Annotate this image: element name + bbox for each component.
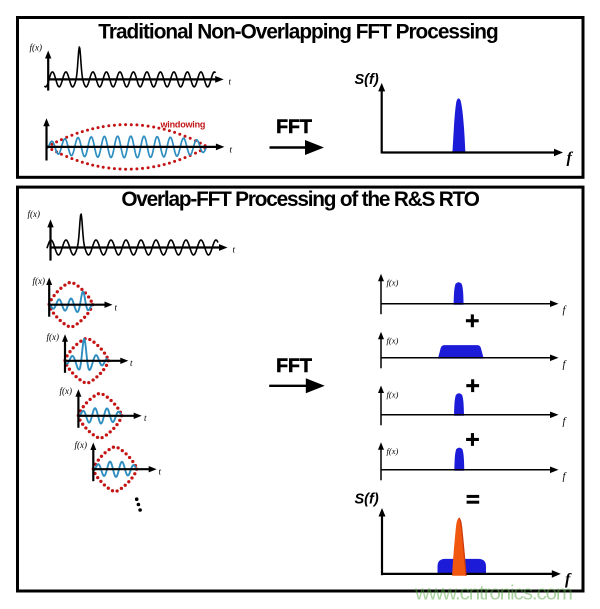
svg-text:f(x): f(x)	[387, 278, 399, 288]
svg-text:t: t	[229, 77, 232, 87]
svg-text:t: t	[144, 413, 147, 423]
svg-text:windowing: windowing	[160, 120, 206, 130]
svg-text:f: f	[565, 571, 572, 588]
svg-text:f(x): f(x)	[75, 440, 88, 450]
svg-text:S(f): S(f)	[355, 492, 379, 508]
svg-text:t: t	[233, 245, 236, 255]
svg-text:f: f	[563, 359, 568, 370]
svg-text:f(x): f(x)	[60, 386, 73, 396]
svg-text:S(f): S(f)	[355, 72, 379, 88]
svg-text:t: t	[130, 358, 133, 368]
svg-text:f(x): f(x)	[387, 389, 399, 399]
svg-text:FFT: FFT	[276, 355, 312, 377]
svg-text:FFT: FFT	[276, 116, 312, 138]
svg-text:Overlap-FFT Processing of the: Overlap-FFT Processing of the R&S RTO	[121, 188, 479, 211]
svg-text:f: f	[563, 416, 568, 427]
svg-text:t: t	[115, 303, 118, 313]
svg-text:f: f	[567, 150, 574, 167]
svg-text:f(x): f(x)	[387, 336, 399, 346]
svg-text:t: t	[159, 467, 162, 477]
svg-text:f(x): f(x)	[30, 43, 43, 53]
svg-text:f: f	[563, 471, 568, 482]
svg-text:f(x): f(x)	[47, 332, 60, 342]
svg-text:t: t	[230, 145, 233, 155]
svg-text:f(x): f(x)	[387, 446, 399, 456]
svg-text:f(x): f(x)	[28, 209, 41, 219]
svg-text:f(x): f(x)	[33, 276, 46, 286]
svg-text:www.cntronics.com: www.cntronics.com	[414, 582, 573, 605]
svg-text:f: f	[563, 305, 568, 316]
svg-text:Traditional Non-Overlapping FF: Traditional Non-Overlapping FFT Processi…	[98, 20, 498, 43]
